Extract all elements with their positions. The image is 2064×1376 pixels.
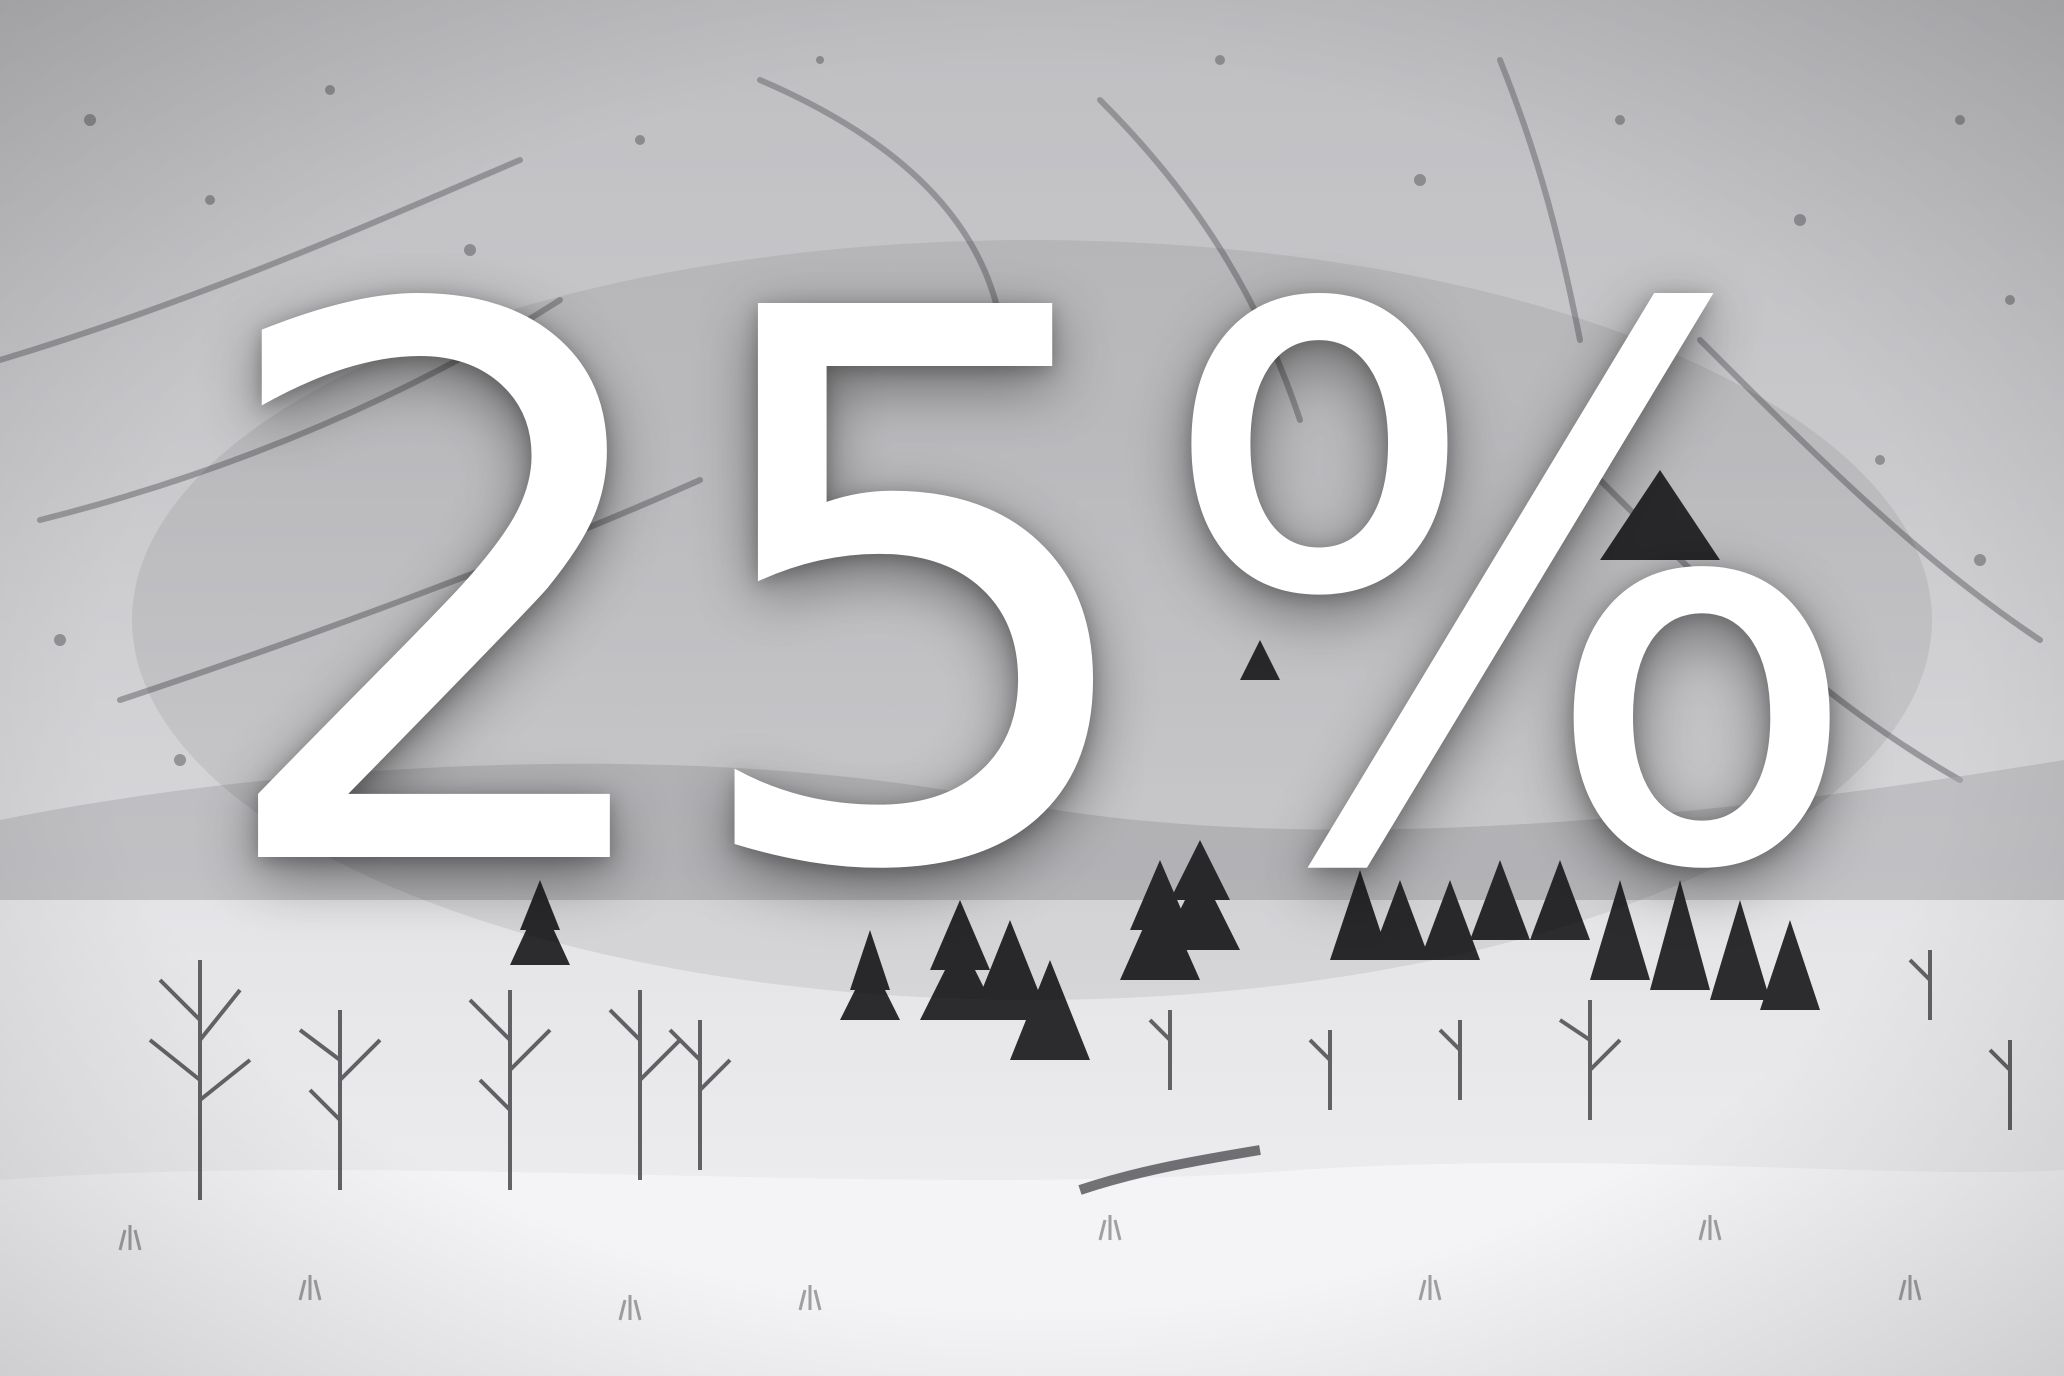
percentage-overlay-text: 25% — [202, 153, 1871, 1037]
